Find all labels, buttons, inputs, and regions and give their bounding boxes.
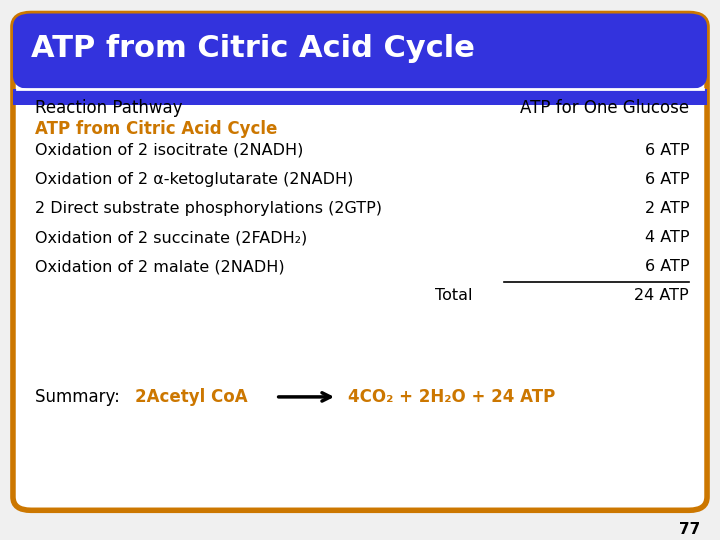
Text: ATP from Citric Acid Cycle: ATP from Citric Acid Cycle	[35, 119, 277, 138]
Text: 6 ATP: 6 ATP	[644, 172, 689, 187]
Text: 24 ATP: 24 ATP	[634, 288, 689, 303]
Text: 77: 77	[678, 522, 700, 537]
Text: Oxidation of 2 α-ketoglutarate (2NADH): Oxidation of 2 α-ketoglutarate (2NADH)	[35, 172, 353, 187]
Text: Oxidation of 2 succinate (2FADH₂): Oxidation of 2 succinate (2FADH₂)	[35, 230, 307, 245]
Text: 4 ATP: 4 ATP	[644, 230, 689, 245]
Text: ATP for One Glucose: ATP for One Glucose	[520, 99, 689, 117]
FancyBboxPatch shape	[13, 14, 707, 89]
Text: 2Acetyl CoA: 2Acetyl CoA	[135, 388, 248, 406]
Text: 6 ATP: 6 ATP	[644, 259, 689, 274]
Text: Summary:: Summary:	[35, 388, 125, 406]
Text: Total: Total	[435, 288, 472, 303]
Bar	[13, 89, 707, 105]
FancyBboxPatch shape	[13, 14, 707, 510]
Text: 6 ATP: 6 ATP	[644, 143, 689, 158]
Text: Oxidation of 2 isocitrate (2NADH): Oxidation of 2 isocitrate (2NADH)	[35, 143, 303, 158]
Text: 2 Direct substrate phosphorylations (2GTP): 2 Direct substrate phosphorylations (2GT…	[35, 201, 382, 216]
Text: 4CO₂ + 2H₂O + 24 ATP: 4CO₂ + 2H₂O + 24 ATP	[348, 388, 555, 406]
Text: 2 ATP: 2 ATP	[644, 201, 689, 216]
Text: Oxidation of 2 malate (2NADH): Oxidation of 2 malate (2NADH)	[35, 259, 284, 274]
Text: ATP from Citric Acid Cycle: ATP from Citric Acid Cycle	[31, 34, 474, 63]
Text: Reaction Pathway: Reaction Pathway	[35, 99, 182, 117]
